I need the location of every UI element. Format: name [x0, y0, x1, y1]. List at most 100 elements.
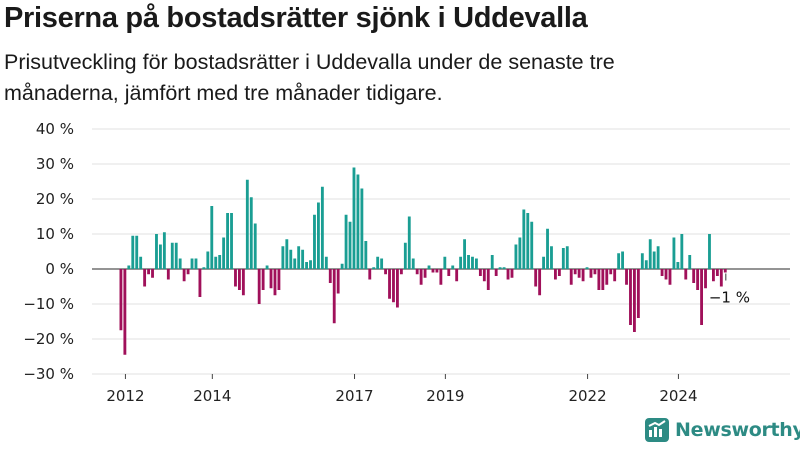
bar [328, 269, 332, 283]
bar [692, 269, 696, 283]
bar [269, 269, 273, 289]
bar [340, 263, 344, 269]
x-tick-label: 2024 [659, 387, 697, 405]
bar [253, 223, 257, 269]
bar [459, 256, 463, 269]
bar [214, 256, 218, 269]
bar [423, 269, 427, 278]
bar [597, 269, 601, 290]
newsworthy-logo: Newsworthy [645, 418, 800, 442]
bar [131, 235, 135, 269]
bar [210, 206, 214, 269]
bar [324, 256, 328, 269]
bar [486, 269, 490, 290]
bar [135, 235, 139, 269]
bar [352, 167, 356, 269]
bar [419, 269, 423, 285]
bar [530, 221, 534, 269]
bar [684, 269, 688, 280]
bar [613, 269, 617, 282]
bar [317, 202, 320, 269]
bar [514, 244, 518, 269]
bar [593, 269, 597, 275]
bar [601, 269, 605, 290]
bar [403, 242, 407, 269]
bar [482, 269, 486, 282]
bar [119, 269, 123, 331]
y-tick-label: −20 % [23, 330, 74, 348]
last-value-label: −1 % [709, 289, 750, 307]
bar [293, 258, 297, 269]
bar [281, 246, 285, 269]
bar [652, 251, 656, 269]
bar [490, 255, 494, 269]
bar [273, 269, 277, 296]
bar [510, 269, 514, 278]
bar [147, 269, 150, 275]
bar [348, 221, 352, 269]
bar [230, 213, 233, 269]
bar [186, 269, 190, 275]
bar [581, 269, 585, 282]
bar [609, 269, 613, 275]
bar [332, 269, 336, 324]
bar [443, 256, 447, 269]
bar [202, 267, 206, 269]
bar [538, 269, 542, 296]
y-tick-label: 0 % [45, 260, 74, 278]
bar [415, 269, 419, 275]
bar [471, 256, 474, 269]
bar [648, 239, 652, 269]
bar [633, 269, 636, 332]
bar [696, 269, 700, 290]
x-tick-label: 2012 [106, 387, 144, 405]
chart-title: Priserna på bostadsrätter sjönk i Uddeva… [4, 2, 588, 34]
bar [554, 269, 557, 280]
newsworthy-logo-icon [645, 418, 669, 442]
bar [155, 234, 158, 269]
y-tick-label: 40 % [36, 120, 74, 138]
bar [719, 269, 723, 287]
y-tick-label: −30 % [23, 365, 74, 383]
bar [621, 251, 624, 269]
bar [151, 269, 154, 278]
bar [715, 269, 719, 276]
bar [704, 269, 707, 289]
bar [712, 269, 715, 282]
bar [526, 213, 530, 269]
bar [546, 228, 549, 269]
bar [143, 269, 147, 287]
bar [542, 256, 545, 269]
bar [123, 269, 127, 355]
bar [605, 269, 609, 285]
bar [249, 197, 253, 269]
bar [159, 244, 162, 269]
x-tick-label: 2014 [193, 387, 231, 405]
bar [573, 269, 577, 275]
bar [447, 269, 451, 276]
bar [577, 269, 581, 278]
bar [625, 269, 628, 285]
bar [206, 251, 210, 269]
bar [226, 213, 229, 269]
bar [234, 269, 237, 287]
bar [664, 269, 668, 280]
bar [636, 269, 640, 318]
bar [238, 269, 241, 290]
bar [407, 216, 411, 269]
bar [522, 209, 526, 269]
bar [668, 269, 672, 285]
bar [392, 269, 395, 303]
bar [708, 234, 711, 269]
bar [435, 269, 439, 273]
bar [680, 234, 684, 269]
bar [222, 237, 226, 269]
bar [277, 269, 281, 290]
x-tick-label: 2019 [426, 387, 464, 405]
bar [241, 269, 245, 296]
bar [309, 260, 312, 269]
bar [190, 258, 194, 269]
bar [198, 269, 202, 297]
bar [494, 269, 498, 276]
